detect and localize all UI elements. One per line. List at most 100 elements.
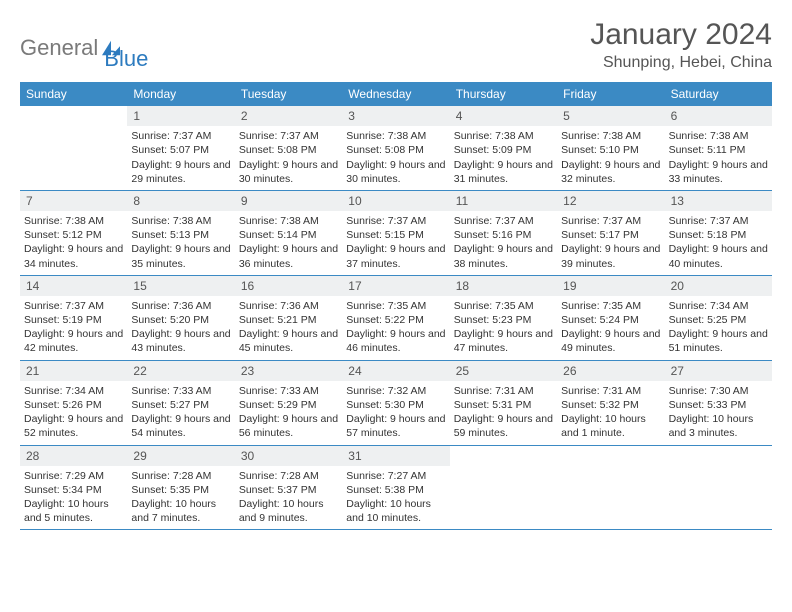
day-body: Sunrise: 7:31 AMSunset: 5:32 PMDaylight:… <box>557 381 664 445</box>
daylight-line: Daylight: 10 hours and 1 minute. <box>561 412 660 440</box>
day-body: Sunrise: 7:38 AMSunset: 5:12 PMDaylight:… <box>20 211 127 275</box>
day-cell: 8Sunrise: 7:38 AMSunset: 5:13 PMDaylight… <box>127 191 234 275</box>
sunset-line: Sunset: 5:24 PM <box>561 313 660 327</box>
day-number: 29 <box>127 446 234 466</box>
day-cell: 14Sunrise: 7:37 AMSunset: 5:19 PMDayligh… <box>20 276 127 360</box>
day-body: Sunrise: 7:38 AMSunset: 5:11 PMDaylight:… <box>665 126 772 190</box>
daylight-line: Daylight: 9 hours and 51 minutes. <box>669 327 768 355</box>
sunrise-line: Sunrise: 7:37 AM <box>131 129 230 143</box>
sunrise-line: Sunrise: 7:36 AM <box>239 299 338 313</box>
day-number: 19 <box>557 276 664 296</box>
daylight-line: Daylight: 10 hours and 10 minutes. <box>346 497 445 525</box>
sunrise-line: Sunrise: 7:35 AM <box>454 299 553 313</box>
day-body: Sunrise: 7:34 AMSunset: 5:26 PMDaylight:… <box>20 381 127 445</box>
daylight-line: Daylight: 9 hours and 56 minutes. <box>239 412 338 440</box>
sunrise-line: Sunrise: 7:35 AM <box>561 299 660 313</box>
sunrise-line: Sunrise: 7:32 AM <box>346 384 445 398</box>
day-cell <box>665 446 772 530</box>
day-cell: 15Sunrise: 7:36 AMSunset: 5:20 PMDayligh… <box>127 276 234 360</box>
sunset-line: Sunset: 5:11 PM <box>669 143 768 157</box>
calendar-week: 21Sunrise: 7:34 AMSunset: 5:26 PMDayligh… <box>20 361 772 446</box>
daylight-line: Daylight: 9 hours and 40 minutes. <box>669 242 768 270</box>
daylight-line: Daylight: 9 hours and 46 minutes. <box>346 327 445 355</box>
day-cell: 6Sunrise: 7:38 AMSunset: 5:11 PMDaylight… <box>665 106 772 190</box>
logo-text-general: General <box>20 35 98 61</box>
sunrise-line: Sunrise: 7:34 AM <box>24 384 123 398</box>
day-number: 1 <box>127 106 234 126</box>
day-body: Sunrise: 7:37 AMSunset: 5:19 PMDaylight:… <box>20 296 127 360</box>
day-cell: 23Sunrise: 7:33 AMSunset: 5:29 PMDayligh… <box>235 361 342 445</box>
day-cell: 2Sunrise: 7:37 AMSunset: 5:08 PMDaylight… <box>235 106 342 190</box>
sunrise-line: Sunrise: 7:38 AM <box>24 214 123 228</box>
weekday-header: Friday <box>557 82 664 106</box>
sunset-line: Sunset: 5:33 PM <box>669 398 768 412</box>
day-cell: 17Sunrise: 7:35 AMSunset: 5:22 PMDayligh… <box>342 276 449 360</box>
calendar-week: 14Sunrise: 7:37 AMSunset: 5:19 PMDayligh… <box>20 276 772 361</box>
daylight-line: Daylight: 9 hours and 59 minutes. <box>454 412 553 440</box>
day-body: Sunrise: 7:35 AMSunset: 5:22 PMDaylight:… <box>342 296 449 360</box>
day-number: 20 <box>665 276 772 296</box>
daylight-line: Daylight: 9 hours and 47 minutes. <box>454 327 553 355</box>
sunset-line: Sunset: 5:10 PM <box>561 143 660 157</box>
day-cell: 13Sunrise: 7:37 AMSunset: 5:18 PMDayligh… <box>665 191 772 275</box>
day-body: Sunrise: 7:30 AMSunset: 5:33 PMDaylight:… <box>665 381 772 445</box>
daylight-line: Daylight: 10 hours and 9 minutes. <box>239 497 338 525</box>
calendar-week: 28Sunrise: 7:29 AMSunset: 5:34 PMDayligh… <box>20 446 772 531</box>
daylight-line: Daylight: 9 hours and 33 minutes. <box>669 158 768 186</box>
day-number: 28 <box>20 446 127 466</box>
day-number: 24 <box>342 361 449 381</box>
weekday-header-row: SundayMondayTuesdayWednesdayThursdayFrid… <box>20 82 772 106</box>
day-number: 30 <box>235 446 342 466</box>
sunrise-line: Sunrise: 7:33 AM <box>131 384 230 398</box>
day-number: 26 <box>557 361 664 381</box>
day-body: Sunrise: 7:35 AMSunset: 5:24 PMDaylight:… <box>557 296 664 360</box>
sunrise-line: Sunrise: 7:37 AM <box>454 214 553 228</box>
sunrise-line: Sunrise: 7:31 AM <box>454 384 553 398</box>
sunset-line: Sunset: 5:34 PM <box>24 483 123 497</box>
sunrise-line: Sunrise: 7:37 AM <box>24 299 123 313</box>
day-body: Sunrise: 7:33 AMSunset: 5:27 PMDaylight:… <box>127 381 234 445</box>
daylight-line: Daylight: 10 hours and 7 minutes. <box>131 497 230 525</box>
sunrise-line: Sunrise: 7:36 AM <box>131 299 230 313</box>
sunrise-line: Sunrise: 7:38 AM <box>669 129 768 143</box>
sunset-line: Sunset: 5:07 PM <box>131 143 230 157</box>
sunset-line: Sunset: 5:17 PM <box>561 228 660 242</box>
sunset-line: Sunset: 5:19 PM <box>24 313 123 327</box>
sunrise-line: Sunrise: 7:27 AM <box>346 469 445 483</box>
daylight-line: Daylight: 9 hours and 54 minutes. <box>131 412 230 440</box>
sunrise-line: Sunrise: 7:37 AM <box>669 214 768 228</box>
day-cell: 28Sunrise: 7:29 AMSunset: 5:34 PMDayligh… <box>20 446 127 530</box>
day-body: Sunrise: 7:37 AMSunset: 5:17 PMDaylight:… <box>557 211 664 275</box>
day-cell: 31Sunrise: 7:27 AMSunset: 5:38 PMDayligh… <box>342 446 449 530</box>
month-title: January 2024 <box>590 18 772 52</box>
day-number: 21 <box>20 361 127 381</box>
sunrise-line: Sunrise: 7:38 AM <box>131 214 230 228</box>
day-number: 5 <box>557 106 664 126</box>
logo: General Blue <box>20 18 148 72</box>
day-cell: 5Sunrise: 7:38 AMSunset: 5:10 PMDaylight… <box>557 106 664 190</box>
day-body: Sunrise: 7:27 AMSunset: 5:38 PMDaylight:… <box>342 466 449 530</box>
day-cell: 27Sunrise: 7:30 AMSunset: 5:33 PMDayligh… <box>665 361 772 445</box>
sunset-line: Sunset: 5:31 PM <box>454 398 553 412</box>
day-cell: 10Sunrise: 7:37 AMSunset: 5:15 PMDayligh… <box>342 191 449 275</box>
day-body: Sunrise: 7:38 AMSunset: 5:09 PMDaylight:… <box>450 126 557 190</box>
daylight-line: Daylight: 9 hours and 38 minutes. <box>454 242 553 270</box>
sunrise-line: Sunrise: 7:37 AM <box>561 214 660 228</box>
daylight-line: Daylight: 9 hours and 36 minutes. <box>239 242 338 270</box>
day-body: Sunrise: 7:36 AMSunset: 5:20 PMDaylight:… <box>127 296 234 360</box>
sunset-line: Sunset: 5:30 PM <box>346 398 445 412</box>
day-cell <box>557 446 664 530</box>
day-cell: 4Sunrise: 7:38 AMSunset: 5:09 PMDaylight… <box>450 106 557 190</box>
day-body: Sunrise: 7:37 AMSunset: 5:18 PMDaylight:… <box>665 211 772 275</box>
day-body: Sunrise: 7:31 AMSunset: 5:31 PMDaylight:… <box>450 381 557 445</box>
sunset-line: Sunset: 5:21 PM <box>239 313 338 327</box>
day-cell: 22Sunrise: 7:33 AMSunset: 5:27 PMDayligh… <box>127 361 234 445</box>
day-cell: 26Sunrise: 7:31 AMSunset: 5:32 PMDayligh… <box>557 361 664 445</box>
day-cell: 20Sunrise: 7:34 AMSunset: 5:25 PMDayligh… <box>665 276 772 360</box>
sunrise-line: Sunrise: 7:28 AM <box>131 469 230 483</box>
day-body: Sunrise: 7:28 AMSunset: 5:37 PMDaylight:… <box>235 466 342 530</box>
day-number: 7 <box>20 191 127 211</box>
sunset-line: Sunset: 5:08 PM <box>346 143 445 157</box>
day-cell: 11Sunrise: 7:37 AMSunset: 5:16 PMDayligh… <box>450 191 557 275</box>
daylight-line: Daylight: 9 hours and 35 minutes. <box>131 242 230 270</box>
